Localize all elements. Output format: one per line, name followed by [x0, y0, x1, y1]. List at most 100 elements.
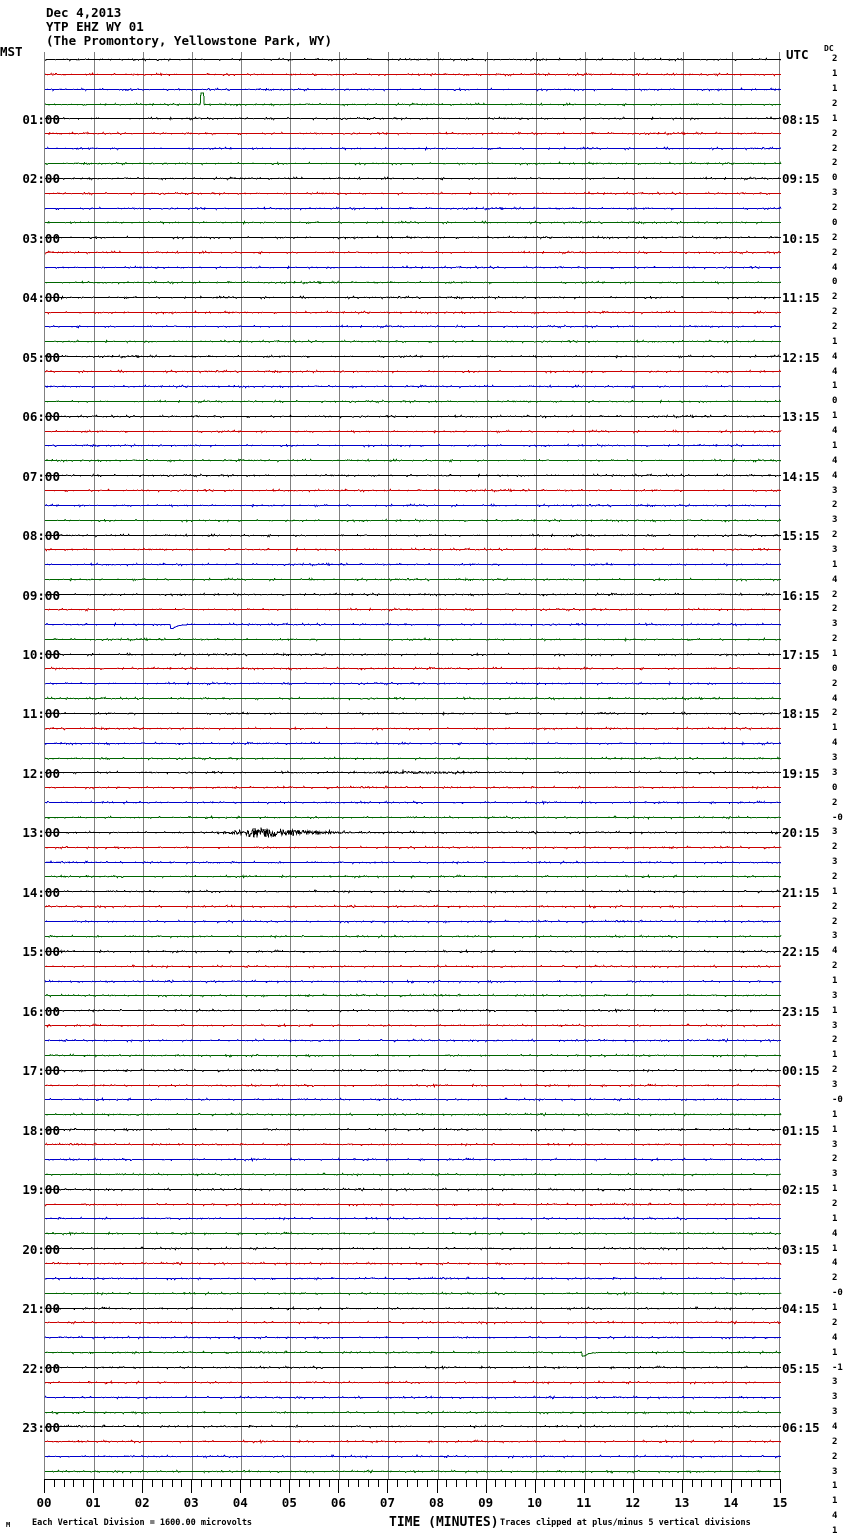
dc-value: -0	[832, 1288, 843, 1299]
x-tick-major	[191, 1479, 193, 1493]
x-tick-minor	[367, 1479, 369, 1487]
dc-value: 3	[832, 827, 838, 838]
dc-value: 1	[832, 559, 838, 570]
x-tick-minor	[171, 1479, 173, 1487]
dc-value: 3	[832, 990, 838, 1001]
utc-hour-label: 12:15	[782, 349, 820, 365]
utc-hour-label: 22:15	[782, 944, 820, 960]
seismic-trace	[44, 1020, 782, 1031]
grid-line-minute	[584, 52, 586, 1479]
x-tick-minor	[132, 1479, 134, 1487]
helicorder-plot[interactable]	[44, 52, 782, 1479]
seismic-trace	[44, 173, 782, 184]
header-location: (The Promontory, Yellowstone Park, WY)	[46, 33, 332, 48]
seismic-trace	[44, 1080, 782, 1091]
seismic-trace	[44, 1407, 782, 1418]
dc-value: 2	[832, 1317, 838, 1328]
x-tick-label: 06	[330, 1495, 346, 1510]
seismic-trace	[44, 708, 782, 719]
x-tick-minor	[554, 1479, 556, 1487]
seismic-trace	[44, 307, 782, 318]
dc-value: 2	[832, 1199, 838, 1209]
x-tick-minor	[250, 1479, 252, 1487]
utc-hour-label: 03:15	[782, 1241, 820, 1257]
x-tick-major	[583, 1479, 585, 1493]
seismic-trace	[44, 188, 782, 199]
x-tick-minor	[573, 1479, 575, 1487]
x-tick-minor	[73, 1479, 75, 1487]
seismic-trace	[44, 1332, 782, 1343]
scale-note: Each Vertical Division = 1600.00 microvo…	[32, 1518, 253, 1528]
x-tick-label: 12	[625, 1495, 641, 1510]
dc-value: 2	[832, 678, 838, 689]
dc-value: 1	[832, 1184, 838, 1195]
seismic-trace	[45, 1317, 782, 1328]
dc-value: 0	[832, 173, 838, 184]
dc-value: 4	[832, 574, 838, 585]
seismic-trace	[44, 1347, 782, 1358]
grid-line-minute	[143, 52, 145, 1479]
dc-value: 4	[832, 738, 838, 749]
dc-value: 2	[832, 961, 838, 972]
dc-value: 2	[832, 708, 838, 719]
dc-value: 2	[832, 128, 838, 139]
dc-value: 1	[832, 1243, 838, 1254]
dc-value: 4	[832, 262, 838, 273]
x-tick-label: 08	[429, 1495, 445, 1510]
seismic-trace	[44, 1035, 782, 1046]
seismic-trace	[44, 336, 782, 347]
x-tick-minor	[662, 1479, 664, 1487]
utc-hour-label: 20:15	[782, 825, 820, 841]
seismic-trace	[44, 411, 782, 422]
seismic-trace	[44, 1005, 782, 1016]
x-tick-minor	[63, 1479, 65, 1487]
mst-hour-label: 04:00	[22, 290, 60, 306]
seismic-trace	[44, 1377, 782, 1388]
dc-value: 3	[832, 753, 838, 764]
x-tick-minor	[230, 1479, 232, 1487]
seismic-trace	[44, 871, 782, 882]
dc-value: 1	[832, 1481, 838, 1492]
dc-value: 4	[832, 1228, 838, 1239]
dc-value: 3	[832, 1169, 838, 1180]
mst-hour-label: 10:00	[22, 647, 60, 663]
x-tick-major	[681, 1479, 683, 1493]
seismic-trace	[44, 1436, 782, 1447]
grid-line-minute	[486, 52, 488, 1479]
x-tick-minor	[53, 1479, 55, 1487]
seismic-trace	[44, 782, 782, 793]
mst-hour-label: 11:00	[22, 706, 60, 722]
seismic-trace	[44, 54, 782, 65]
x-tick-label: 14	[723, 1495, 739, 1510]
seismic-trace	[44, 678, 782, 689]
seismic-trace	[44, 366, 782, 377]
dc-value: 2	[832, 1035, 838, 1046]
utc-hour-label: 01:15	[782, 1122, 820, 1138]
seismic-trace	[44, 1273, 782, 1284]
seismic-trace	[44, 426, 782, 437]
seismic-trace	[44, 976, 782, 987]
mst-hour-label: 02:00	[22, 171, 60, 187]
x-tick-label: 00	[36, 1495, 52, 1510]
seismic-trace	[44, 69, 782, 80]
x-tick-minor	[102, 1479, 104, 1487]
x-tick-minor	[642, 1479, 644, 1487]
x-tick-major	[436, 1479, 438, 1493]
seismic-trace	[44, 1184, 782, 1195]
dc-value: 3	[832, 1392, 838, 1403]
dc-value: 3	[832, 1020, 838, 1031]
x-tick-minor	[711, 1479, 713, 1487]
dc-value: 3	[832, 1407, 838, 1418]
dc-value: 3	[832, 1466, 838, 1477]
seismic-trace	[44, 886, 782, 897]
dc-value: -0	[832, 1094, 843, 1105]
x-tick-label: 07	[379, 1495, 395, 1510]
dc-value: 2	[832, 916, 838, 927]
seismic-trace	[44, 738, 782, 749]
seismic-trace	[44, 649, 782, 660]
utc-hour-label: 10:15	[782, 230, 820, 246]
dc-value: 4	[832, 946, 838, 957]
seismic-trace	[44, 1258, 782, 1269]
seismic-trace	[44, 1288, 782, 1299]
grid-line-minute	[388, 52, 390, 1479]
